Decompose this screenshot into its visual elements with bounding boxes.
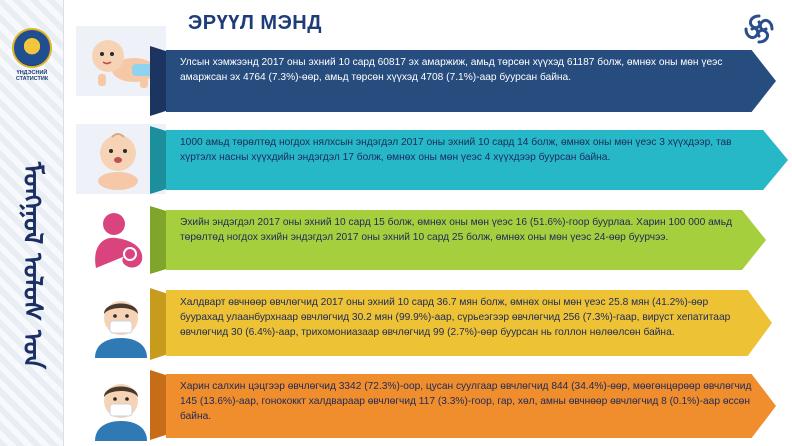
mongolian-script-text: ᠮᠣᠩᠭᠣᠯ ᠤᠯᠤᠰ ᠤᠨ <box>14 100 50 430</box>
section-3-banner: Эхийн эндэгдэл 2017 оны эхний 10 сард 15… <box>166 210 766 270</box>
mother-and-child-icon <box>95 213 143 268</box>
section-5-banner: Харин салхин цэцгээр өвчлөгчид 3342 (72.… <box>166 374 776 438</box>
crawling-baby-icon <box>92 40 156 88</box>
section-1-banner: Улсын хэмжээнд 2017 оны эхний 10 сард 60… <box>166 50 776 112</box>
logo-caption-line2: СТАТИСТИК <box>15 76 49 82</box>
section-2-banner: 1000 амьд төрөлтөд ногдох нялхсын эндэгд… <box>166 130 788 190</box>
section-3-image <box>76 206 166 276</box>
section-5-image <box>76 372 166 442</box>
section-4-image <box>76 290 166 360</box>
section-4-text: Халдварт өвчнөөр өвчлөгчид 2017 оны эхни… <box>180 297 731 338</box>
section-2-text: 1000 амьд төрөлтөд ногдох нялхсын эндэгд… <box>180 137 732 163</box>
sitting-baby-icon <box>98 133 138 190</box>
masked-patient-icon-2 <box>95 384 147 441</box>
soyombo-emblem-icon <box>12 28 52 68</box>
section-5-text: Харин салхин цэцгээр өвчлөгчид 3342 (72.… <box>180 381 752 422</box>
section-3-text: Эхийн эндэгдэл 2017 оны эхний 10 сард 15… <box>180 217 733 243</box>
masked-patient-icon <box>95 301 147 358</box>
page-title: ЭРҮҮЛ МЭНД <box>188 12 322 34</box>
section-4-banner: Халдварт өвчнөөр өвчлөгчид 2017 оны эхни… <box>166 290 772 356</box>
national-statistics-logo: ҮНДЭСНИЙ СТАТИСТИК <box>7 28 57 90</box>
logo-caption: ҮНДЭСНИЙ СТАТИСТИК <box>7 70 57 82</box>
logo-caption-line1: ҮНДЭСНИЙ <box>16 70 48 76</box>
sidebar: ҮНДЭСНИЙ СТАТИСТИК ᠮᠣᠩᠭᠣᠯ ᠤᠯᠤᠰ ᠤᠨ <box>0 0 64 446</box>
ornament-icon <box>744 14 774 44</box>
section-1-text: Улсын хэмжээнд 2017 оны эхний 10 сард 60… <box>180 57 723 83</box>
vertical-script-label: ᠮᠣᠩᠭᠣᠯ ᠤᠯᠤᠰ ᠤᠨ <box>17 161 47 369</box>
